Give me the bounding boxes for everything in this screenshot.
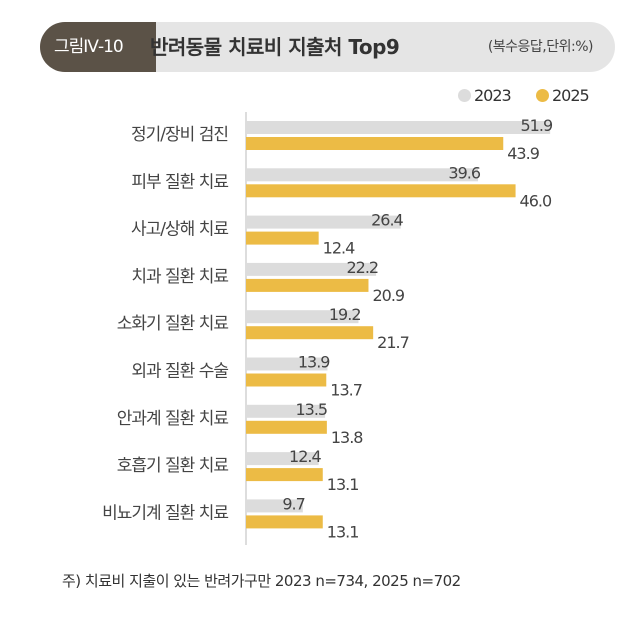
bar-2023 (246, 357, 328, 371)
bar-2025 (246, 326, 374, 340)
value-label-2023: 9.7 (282, 494, 304, 513)
category-label: 피부 질환 치료 (131, 172, 228, 192)
bar-2025 (246, 231, 319, 245)
bar-2023 (246, 499, 303, 513)
category-label: 사고/상해 치료 (131, 220, 228, 240)
bar-2025 (246, 373, 327, 387)
legend-label: 2025 (552, 86, 590, 105)
bar-2023 (246, 452, 319, 466)
category-label: 정기/장비 검진 (131, 125, 228, 145)
legend-2025: 2025 (536, 86, 590, 105)
bar-2025 (246, 468, 323, 482)
bar-2025 (246, 184, 516, 198)
value-label-2025: 13.8 (331, 428, 363, 447)
value-label-2025: 13.1 (327, 475, 359, 494)
value-label-2023: 39.6 (448, 163, 480, 182)
bar-2023 (246, 310, 359, 324)
bar-2025 (246, 420, 327, 434)
bar-2025 (246, 515, 323, 529)
chart-title: 반려동물 치료비 지출처 Top9 (150, 35, 400, 59)
bar-2023 (246, 215, 401, 229)
category-label: 비뇨기계 질환 치료 (102, 503, 228, 523)
category-label: 외과 질환 수술 (131, 362, 228, 382)
footnote: 주) 치료비 지출이 있는 반려가구만 2023 n=734, 2025 n=7… (62, 572, 461, 590)
title-bar: 그림Ⅳ-10 반려동물 치료비 지출처 Top9 (복수응답,단위:%) (40, 22, 615, 72)
bar-2025 (246, 137, 504, 150)
legend-swatch (536, 89, 549, 102)
bar-2023 (246, 262, 377, 276)
category-label: 소화기 질환 치료 (117, 314, 229, 334)
value-label-2025: 21.7 (377, 333, 409, 352)
unit-note: (복수응답,단위:%) (487, 39, 594, 55)
value-label-2023: 26.4 (371, 211, 403, 230)
value-label-2023: 12.4 (289, 447, 321, 466)
bar-2025 (246, 278, 369, 292)
category-label: 안과계 질환 치료 (117, 409, 229, 429)
legend-label: 2023 (474, 86, 512, 105)
category-label: 치과 질환 치료 (131, 267, 228, 287)
value-label-2025: 12.4 (323, 239, 355, 258)
legend-2023: 2023 (458, 86, 512, 105)
value-label-2025: 43.9 (507, 144, 539, 163)
category-label: 호흡기 질환 치료 (117, 456, 229, 476)
value-label-2025: 13.7 (330, 381, 362, 400)
value-label-2023: 51.9 (521, 116, 553, 135)
value-label-2023: 13.5 (295, 400, 327, 419)
value-label-2023: 22.2 (346, 258, 378, 277)
bar-2023 (246, 121, 551, 134)
bar-2023 (246, 168, 479, 182)
value-label-2023: 13.9 (298, 353, 330, 372)
value-label-2025: 46.0 (520, 191, 552, 210)
value-label-2023: 19.2 (329, 305, 361, 324)
bar-2023 (246, 404, 326, 418)
legend-swatch (458, 89, 471, 102)
value-label-2025: 13.1 (327, 522, 359, 541)
value-label-2025: 20.9 (372, 286, 404, 305)
figure-label: 그림Ⅳ-10 (40, 22, 156, 72)
